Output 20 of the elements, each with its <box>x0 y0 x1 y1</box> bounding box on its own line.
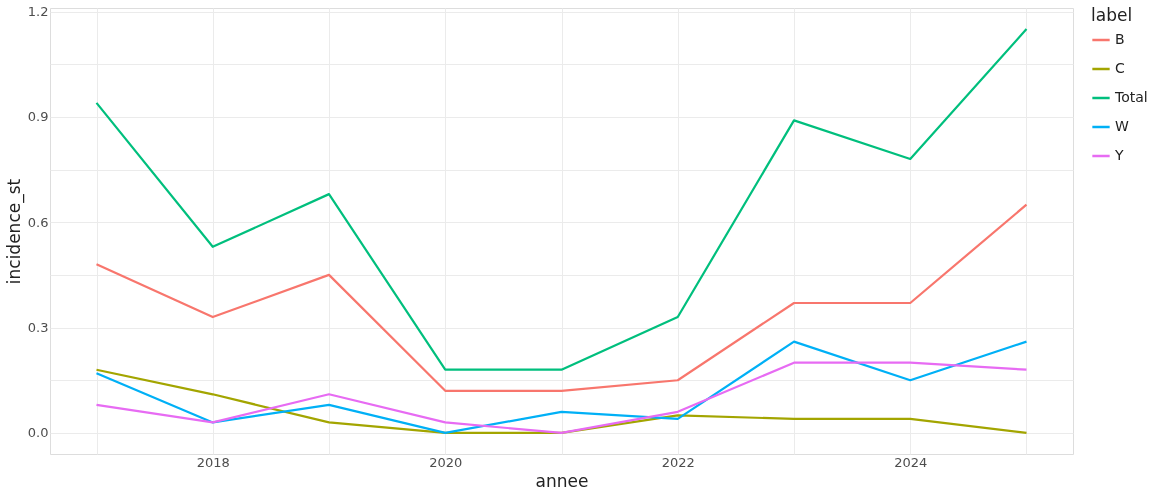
line-series <box>95 203 1028 392</box>
y-tick-label: 0.9 <box>27 109 49 125</box>
x-tick-label: 2020 <box>429 454 463 470</box>
legend-label: Total <box>1114 89 1148 105</box>
x-tick-label: 2018 <box>196 454 230 470</box>
legend-label: C <box>1115 60 1125 76</box>
x-tick-label: 2024 <box>894 454 928 470</box>
legend-label: W <box>1115 118 1129 134</box>
x-axis-title: annee <box>535 470 589 491</box>
y-tick-label: 0.6 <box>27 214 49 230</box>
x-tick-label: 2022 <box>661 454 695 470</box>
y-axis-title: incidence_st <box>3 178 25 285</box>
line-series <box>95 27 1028 371</box>
y-tick-label: 0.3 <box>27 320 49 336</box>
legend-label: Y <box>1114 147 1124 163</box>
legend-label: B <box>1115 31 1125 47</box>
y-tick-label: 0.0 <box>27 425 49 441</box>
line-series <box>95 340 1028 435</box>
y-tick-label: 1.2 <box>27 4 49 20</box>
legend-title: label <box>1091 5 1133 25</box>
